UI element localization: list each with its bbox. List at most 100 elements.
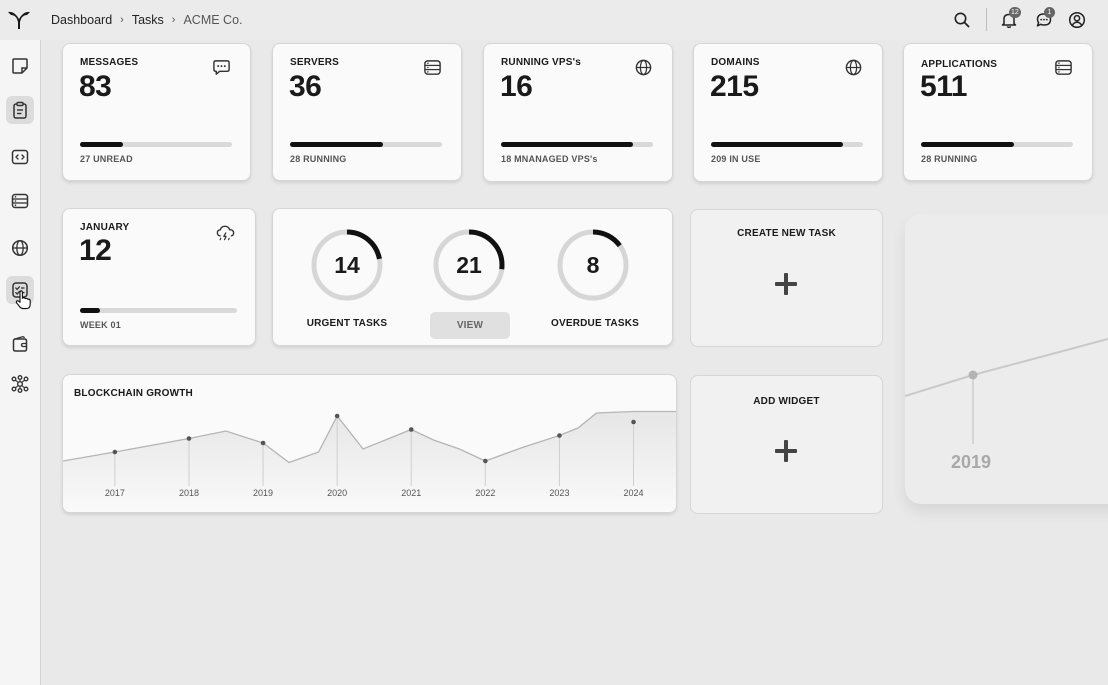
plus-icon[interactable] (773, 271, 799, 297)
breadcrumb-current: ACME Co. (183, 13, 243, 27)
chart-x-tick-label: 2017 (105, 488, 125, 498)
card-value: 511 (920, 70, 967, 103)
view-tasks-count: 21 (456, 251, 482, 278)
chart-x-tick-label: 2019 (253, 488, 273, 498)
chart-x-tick-label: 2023 (549, 488, 569, 498)
chart-x-tick-label: 2024 (624, 488, 644, 498)
ring-chart (433, 229, 505, 301)
blockchain-growth-chart: 2017 2018 2019 2020 2021 2022 2023 2024 (63, 410, 676, 512)
globe-icon (635, 59, 652, 76)
search-icon[interactable] (953, 11, 971, 29)
ring-chart (557, 229, 629, 301)
notifications-badge: 12 (1009, 7, 1021, 18)
chart-title: BLOCKCHAIN GROWTH (74, 388, 193, 399)
chart-point[interactable] (557, 433, 562, 438)
network-icon (11, 375, 29, 393)
week-progress-bar (80, 308, 237, 313)
card-value: 36 (289, 70, 322, 103)
card-label: MESSAGES (80, 57, 139, 68)
add-widget-card[interactable]: ADD WIDGET (690, 375, 883, 514)
chat-icon (213, 60, 230, 75)
urgent-tasks-count: 14 (334, 251, 360, 278)
domains-card[interactable]: DOMAINS 215 209 IN USE (693, 43, 883, 182)
card-value: 16 (500, 70, 533, 103)
top-bar: Dashboard › Tasks › ACME Co. 12 1 (0, 0, 1108, 40)
chart-point[interactable] (260, 440, 266, 446)
view-tasks-ring[interactable]: 21 (432, 228, 506, 302)
chart-point[interactable] (334, 413, 340, 419)
breadcrumb-tasks[interactable]: Tasks (131, 13, 164, 27)
calendar-card[interactable]: JANUARY 12 WEEK 01 (62, 208, 256, 346)
preview-line (905, 338, 1108, 444)
message-icon[interactable] (1035, 11, 1053, 29)
sidebar-item-servers[interactable] (6, 187, 34, 215)
week-label: WEEK 01 (80, 320, 121, 330)
messages-card[interactable]: MESSAGES 83 27 UNREAD (62, 43, 251, 181)
messages-progress-bar (80, 142, 232, 147)
plus-icon[interactable] (773, 438, 799, 464)
running-vps-card[interactable]: RUNNING VPS's 16 18 MNANAGED VPS's (483, 43, 673, 182)
vps-progress-bar (501, 142, 653, 147)
view-button[interactable]: VIEW (430, 312, 510, 339)
applications-card[interactable]: APPLICATIONS 511 28 RUNNING (903, 43, 1093, 181)
servers-card[interactable]: SERVERS 36 28 RUNNING (272, 43, 462, 181)
sidebar-item-notes[interactable] (6, 52, 34, 80)
messages-badge: 1 (1044, 7, 1055, 18)
sidebar-item-wallet[interactable] (6, 330, 34, 358)
breadcrumb-dashboard[interactable]: Dashboard (51, 13, 113, 27)
card-subtext: 27 UNREAD (80, 154, 133, 164)
clipboard-icon (13, 101, 27, 119)
card-label: RUNNING VPS's (501, 57, 581, 68)
urgent-tasks-ring[interactable]: 14 (310, 228, 384, 302)
chart-point[interactable] (186, 436, 192, 441)
overdue-tasks-label: OVERDUE TASKS (551, 318, 639, 329)
chart-x-tick-label: 2018 (179, 488, 199, 498)
urgent-tasks-label: URGENT TASKS (306, 318, 388, 329)
card-label: SERVERS (290, 57, 340, 68)
breadcrumb: Dashboard › Tasks › ACME Co. (51, 12, 243, 28)
card-value: 83 (79, 70, 112, 103)
sidebar (0, 40, 41, 685)
sidebar-item-network[interactable] (6, 370, 34, 398)
server-icon (11, 193, 29, 209)
servers-progress-bar (290, 142, 442, 147)
overdue-tasks-count: 8 (586, 251, 600, 278)
create-task-title: CREATE NEW TASK (737, 228, 836, 239)
card-subtext: 209 IN USE (711, 154, 761, 164)
globe-icon (845, 59, 862, 76)
card-value: 215 (710, 70, 759, 103)
chart-x-tick-label: 2020 (327, 488, 347, 498)
chart-area (63, 411, 676, 512)
chart-point[interactable] (631, 419, 636, 425)
logo-icon[interactable] (7, 9, 31, 31)
chart-point[interactable] (483, 458, 488, 464)
server-icon (1055, 60, 1072, 75)
domains-progress-bar (711, 142, 863, 147)
sidebar-item-domains[interactable] (6, 234, 34, 262)
day-value: 12 (79, 234, 112, 267)
card-label: APPLICATIONS (921, 59, 998, 70)
create-task-card[interactable]: CREATE NEW TASK (690, 209, 883, 347)
month-label: JANUARY (80, 222, 130, 233)
ring-chart (311, 229, 383, 301)
card-subtext: 28 RUNNING (921, 154, 978, 164)
applications-progress-bar (921, 142, 1073, 147)
preview-year-label: 2019 (951, 452, 992, 472)
chart-point[interactable] (408, 427, 414, 432)
chevron-right-icon: › (171, 14, 176, 26)
sidebar-item-code[interactable] (6, 143, 34, 171)
hand-cursor-icon (15, 290, 31, 310)
sticky-note-icon (12, 58, 28, 74)
sidebar-item-tasks[interactable] (6, 96, 34, 124)
overdue-tasks-ring[interactable]: 8 (556, 228, 630, 302)
card-label: DOMAINS (711, 57, 760, 68)
storm-cloud-icon (216, 225, 235, 241)
chevron-right-icon: › (120, 14, 124, 26)
toolbar-divider (986, 8, 987, 31)
chart-point[interactable] (112, 449, 118, 455)
user-avatar-icon[interactable] (1068, 11, 1086, 29)
card-subtext: 28 RUNNING (290, 154, 347, 164)
chart-x-tick-label: 2022 (475, 488, 495, 498)
chart-preview-panel: 2019 (905, 214, 1108, 504)
card-subtext: 18 MNANAGED VPS's (501, 154, 598, 164)
